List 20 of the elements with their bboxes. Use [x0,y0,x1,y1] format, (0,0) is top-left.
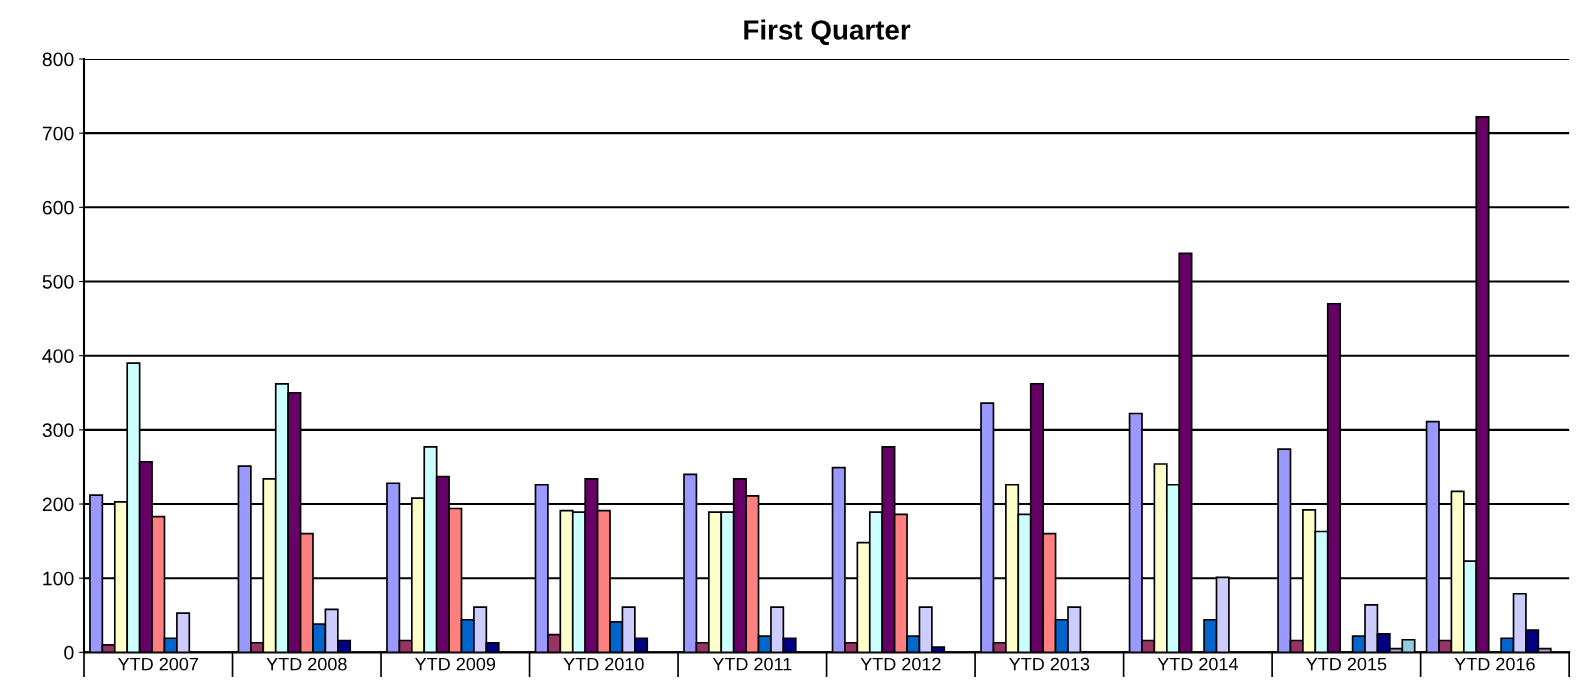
x-tick-label: YTD 2011 [712,657,792,671]
y-tick-label: 0 [64,645,74,660]
y-tick-label: 800 [42,52,74,67]
x-tick-label: YTD 2016 [1454,657,1535,671]
x-tick-label: YTD 2013 [1009,657,1090,671]
x-tick-label: YTD 2008 [266,657,347,671]
y-tick-label: 600 [42,200,74,215]
y-tick-label: 500 [42,274,74,289]
x-tick-label: YTD 2014 [1157,657,1238,671]
y-tick-label: 100 [43,571,74,586]
y-tick-label: 700 [42,126,74,141]
chart-title: First Quarter [744,19,911,46]
x-tick-label: YTD 2012 [860,657,941,671]
y-tick-label: 200 [42,497,74,512]
x-tick-label: YTD 2010 [563,657,644,671]
y-tick-label: 400 [42,349,74,363]
x-tick-label: YTD 2015 [1306,657,1387,671]
x-tick-label: YTD 2009 [415,657,496,671]
y-tick-label: 300 [42,423,74,438]
x-tick-label: YTD 2007 [118,657,198,671]
